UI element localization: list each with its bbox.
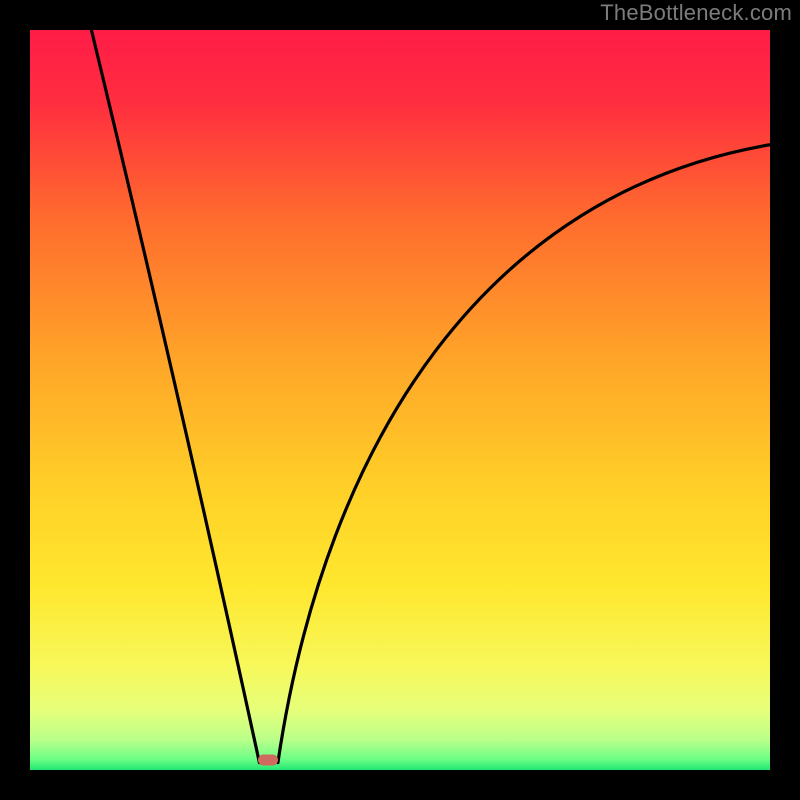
- watermark-text: TheBottleneck.com: [600, 0, 792, 26]
- bottleneck-curve: [30, 30, 770, 770]
- curve-left-branch: [91, 30, 259, 763]
- curve-right-branch: [278, 145, 770, 763]
- plot-area: [30, 30, 770, 770]
- chart-frame: TheBottleneck.com: [0, 0, 800, 800]
- curve-minimum-marker: [258, 755, 278, 766]
